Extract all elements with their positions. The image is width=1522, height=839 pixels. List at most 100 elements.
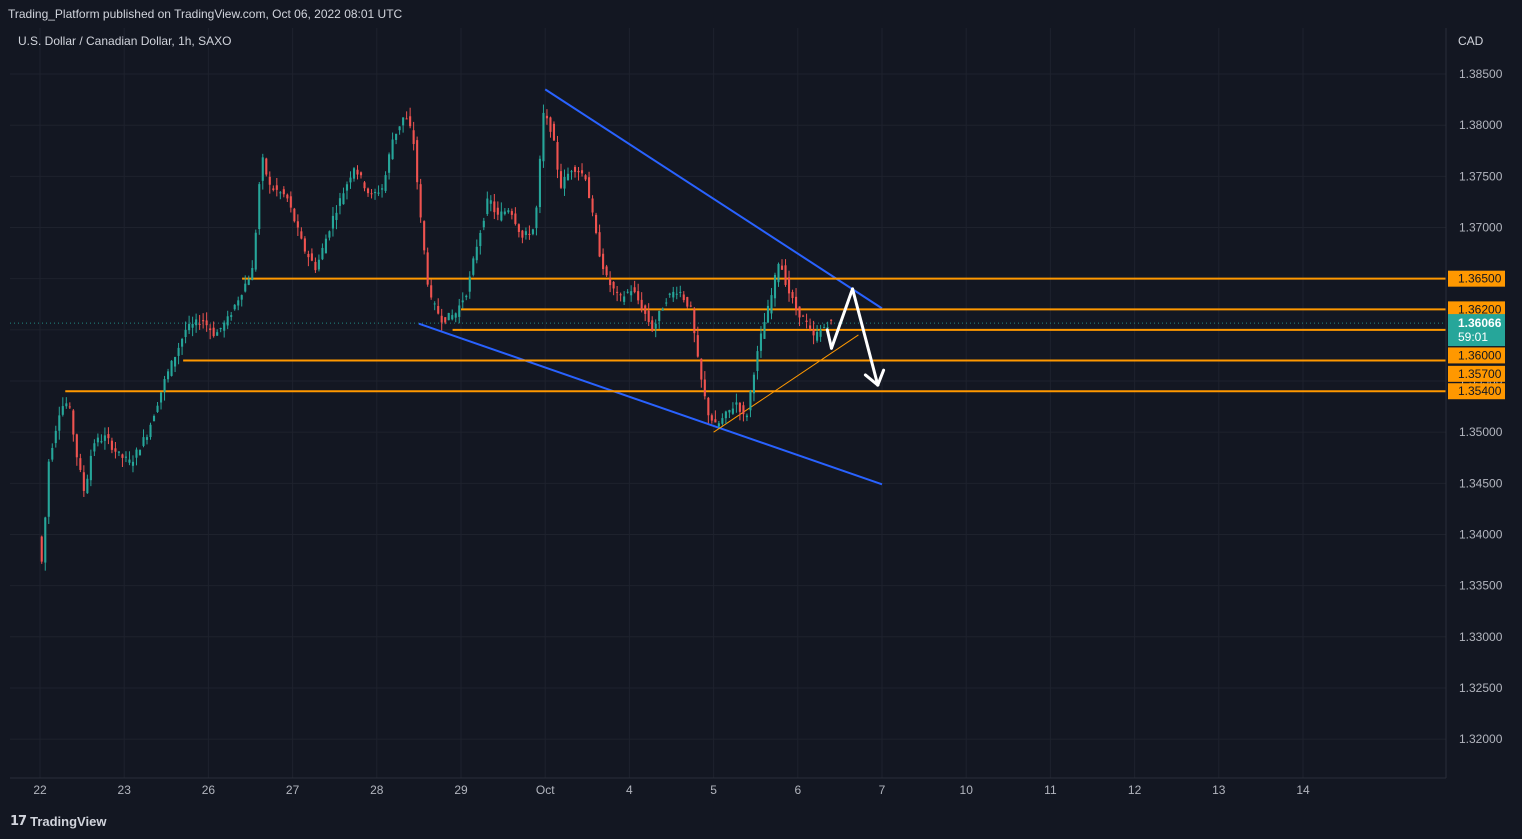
- candle-body: [86, 478, 89, 494]
- x-tick-label: 27: [286, 783, 300, 797]
- candle-body: [195, 319, 198, 326]
- level-tag-label: 1.36200: [1458, 302, 1502, 316]
- candle-body: [549, 117, 552, 132]
- candle-body: [556, 142, 559, 170]
- published-header: Trading_Platform published on TradingVie…: [0, 0, 1522, 28]
- candle-body: [773, 274, 777, 299]
- candle-body: [124, 456, 128, 458]
- candle-body: [598, 232, 601, 257]
- candle-body: [381, 188, 384, 190]
- candle-body: [138, 450, 142, 456]
- level-tag-label: 1.36500: [1458, 272, 1502, 286]
- y-tick-label: 1.34500: [1459, 476, 1503, 490]
- candle-body: [402, 117, 405, 126]
- candle-body: [152, 415, 156, 422]
- candle-body: [724, 411, 727, 419]
- candle-body: [240, 295, 243, 300]
- candle-body: [805, 320, 808, 323]
- candle-body: [637, 291, 640, 301]
- candle-body: [40, 536, 43, 562]
- candle-body: [268, 176, 271, 185]
- candle-body: [131, 461, 135, 466]
- candle-body: [156, 405, 159, 412]
- candle-body: [384, 175, 387, 191]
- candle-body: [738, 402, 741, 412]
- candle-body: [647, 310, 650, 323]
- price-axis-background: [1446, 28, 1522, 780]
- grid-lines: [10, 28, 1446, 778]
- candle-body: [212, 327, 215, 337]
- x-tick-label: 28: [370, 783, 384, 797]
- candle-body: [812, 329, 815, 336]
- candle-body: [823, 327, 826, 329]
- projection-arrow-head: [863, 373, 880, 387]
- candle-body: [721, 418, 724, 424]
- candle-body: [630, 291, 633, 296]
- candle-body: [331, 215, 334, 229]
- candle-body: [791, 292, 794, 299]
- y-tick-label: 1.32500: [1459, 681, 1503, 695]
- candle-body: [47, 461, 50, 517]
- candle-body: [787, 277, 791, 294]
- candle-body: [96, 437, 99, 443]
- candle-body: [373, 192, 377, 194]
- candle-body: [370, 193, 373, 195]
- level-tag: [1448, 383, 1505, 400]
- y-tick-label: 1.32000: [1459, 732, 1503, 746]
- projection-arrow-head: [876, 368, 886, 387]
- candle-body: [79, 458, 82, 470]
- candle-body: [209, 328, 212, 331]
- level-tag-label: 1.35700: [1458, 367, 1502, 381]
- candle-body: [545, 115, 549, 119]
- currency-label: CAD: [1458, 34, 1484, 48]
- level-tag: [1448, 301, 1505, 318]
- price-tags: 1.36500 1.36200 1.36000 1.35700 1.35400 1.360…: [1448, 270, 1505, 400]
- candle-body: [321, 247, 324, 260]
- candle-body: [479, 232, 482, 247]
- candle-body: [216, 332, 219, 336]
- candle-body: [451, 315, 454, 320]
- y-tick-label: 1.38000: [1459, 118, 1503, 132]
- candle-body: [588, 177, 591, 199]
- candle-body: [121, 454, 124, 458]
- tradingview-logo-text: TradingView: [30, 814, 107, 829]
- candle-body: [272, 188, 275, 190]
- candle-body: [412, 130, 415, 145]
- candle-body: [500, 211, 503, 221]
- candle-body: [261, 157, 264, 181]
- candle-body: [103, 435, 106, 441]
- candle-body: [531, 229, 534, 235]
- candle-body: [668, 293, 671, 295]
- candle-body: [770, 295, 773, 314]
- candle-body: [802, 315, 805, 317]
- price-chart[interactable]: 1.38500 1.38000 1.37500 1.37000 1.36500 1.360…: [0, 28, 1522, 808]
- candle-body: [672, 291, 675, 298]
- candle-body: [580, 170, 584, 174]
- time-axis[interactable]: 22 23 26 27 28 29 Oct 4 5 6 7 10 11 12 13 14: [33, 783, 1310, 797]
- candle-body: [433, 303, 436, 305]
- candle-body: [293, 208, 296, 222]
- candle-body: [93, 443, 96, 452]
- candle-body: [202, 320, 205, 322]
- candle-body: [177, 347, 180, 356]
- candle-body: [661, 308, 664, 311]
- candle-body: [258, 184, 261, 230]
- candle-body: [163, 379, 166, 393]
- candle-body: [247, 279, 250, 285]
- candle-body: [107, 434, 110, 439]
- candle-body: [184, 329, 187, 338]
- candlestick-series: [40, 104, 833, 571]
- candle-body: [763, 322, 766, 339]
- candle-body: [226, 316, 229, 326]
- candle-body: [552, 123, 556, 141]
- candle-body: [749, 391, 752, 411]
- last-price-value: 1.36066: [1458, 316, 1502, 330]
- tradingview-logo[interactable]: 17 TradingView: [10, 814, 106, 829]
- candle-body: [426, 252, 429, 285]
- candle-body: [472, 258, 475, 275]
- candle-body: [391, 139, 394, 160]
- candle-body: [728, 410, 731, 413]
- candle-body: [510, 211, 513, 215]
- projection-arrow-segment: [829, 287, 855, 350]
- candle-body: [251, 268, 254, 281]
